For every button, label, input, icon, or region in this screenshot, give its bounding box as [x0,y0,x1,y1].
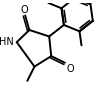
Text: O: O [20,5,28,15]
Text: O: O [67,64,74,74]
Text: HN: HN [0,37,14,47]
